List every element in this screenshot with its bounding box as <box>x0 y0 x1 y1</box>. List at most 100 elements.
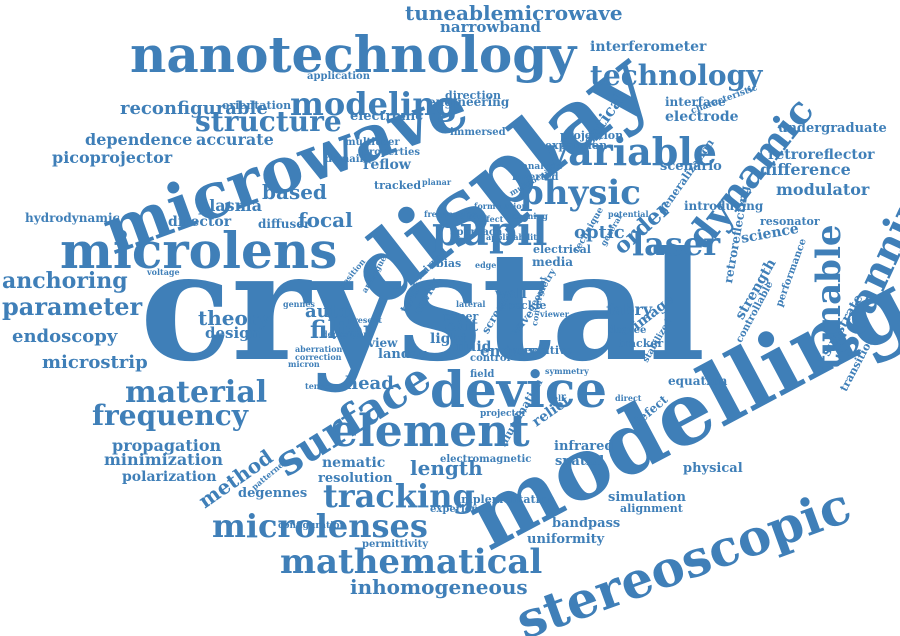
cloud-word-engineering: engineering <box>428 95 510 109</box>
cloud-word-bandpass: bandpass <box>552 516 621 531</box>
cloud-word-correction: correction <box>295 352 342 362</box>
cloud-word-modeling: modeling <box>290 85 458 123</box>
cloud-word-symmetry: symmetry <box>545 366 589 376</box>
cloud-word-deposition: deposition <box>322 329 370 339</box>
cloud-word-tensor: tensor <box>305 381 334 391</box>
cloud-word-exit: exit <box>445 316 479 335</box>
cloud-word-colour: colour <box>454 211 483 221</box>
cloud-word-variable: variable <box>546 129 717 174</box>
cloud-word-element: element <box>330 406 530 457</box>
cloud-word-microstrip: microstrip <box>42 352 148 373</box>
cloud-word-introducing: introducing <box>684 199 764 213</box>
cloud-word-spatial: spatial <box>555 454 605 469</box>
cloud-word-theory: theory <box>198 306 271 330</box>
cloud-word-aberration: aberration <box>295 344 343 354</box>
cloud-word-potential: potential <box>608 209 649 219</box>
cloud-word-electrode: electrode <box>665 109 739 125</box>
cloud-word-frequency: frequency <box>92 399 249 432</box>
cloud-word-laser: laser <box>632 225 721 263</box>
cloud-word-modulator: modulator <box>776 180 870 199</box>
cloud-word-degennes: degennes <box>238 486 308 501</box>
cloud-word-tracking: tracking <box>323 477 475 515</box>
cloud-word-structure: structure <box>195 105 342 138</box>
cloud-word-viewer: viewer <box>540 309 569 319</box>
cloud-word-application: application <box>307 71 370 82</box>
cloud-word-field: field <box>470 369 495 380</box>
cloud-word-reconfigurable: reconfigurable <box>120 98 268 119</box>
cloud-word-simulation: simulation <box>608 490 686 505</box>
cloud-word-filter: filter <box>310 315 376 344</box>
cloud-word-learning: learning <box>510 211 548 221</box>
cloud-word-pupil: pupil <box>432 208 548 255</box>
cloud-word-design: design <box>205 324 261 342</box>
cloud-word-tracker: tracker <box>618 337 664 350</box>
cloud-word-present: present <box>348 315 383 325</box>
cloud-word-frequencies: frequencies <box>424 209 477 219</box>
cloud-word-planar: planar <box>422 177 452 187</box>
cloud-word-cell: cell <box>548 393 565 403</box>
cloud-word-retroreflector: retroreflector <box>768 147 875 163</box>
cloud-word-domain: domain <box>325 154 367 165</box>
cloud-word-equation: equation <box>668 374 728 388</box>
cloud-word-microlens: microlens <box>60 221 338 280</box>
cloud-word-material: material <box>125 375 268 410</box>
cloud-word-speckle: speckle <box>500 299 547 312</box>
cloud-word-endoscopy: endoscopy <box>12 326 118 347</box>
cloud-word-auto: auto <box>305 301 351 322</box>
cloud-word-scenario: scenario <box>660 159 722 174</box>
cloud-word-anchoring: anchoring <box>2 268 128 294</box>
cloud-word-crystal: crystal <box>140 219 706 395</box>
cloud-word-approach: approach <box>450 227 503 238</box>
cloud-word-landau: landau <box>378 347 428 362</box>
cloud-word-mathematical: mathematical <box>280 542 543 582</box>
cloud-word-insensitive: insensitive <box>506 344 573 357</box>
cloud-word-focal: focal <box>298 208 353 232</box>
cloud-word-hydrodynamic: hydrodynamic <box>25 211 120 225</box>
cloud-word-plasma: plasma <box>198 196 262 215</box>
cloud-word-parameter: parameter <box>2 292 143 321</box>
cloud-word-head: head <box>345 373 394 394</box>
cloud-word-infrared: infrared <box>554 439 614 454</box>
cloud-word-projector: projector <box>480 409 527 419</box>
cloud-word-minimization: minimization <box>104 450 223 469</box>
cloud-word-degree: degree <box>608 325 647 336</box>
cloud-word-tuneablemicrowave: tuneablemicrowave <box>405 1 623 25</box>
cloud-word-control: control <box>470 353 511 364</box>
cloud-word-physic: physic <box>520 173 642 213</box>
cloud-word-dependence: dependence <box>85 130 193 149</box>
cloud-word-micron: micron <box>288 359 320 369</box>
cloud-word-narrowband: narrowband <box>440 18 541 36</box>
cloud-word-inverted: inverted <box>512 172 559 183</box>
cloud-word-lateral: lateral <box>456 299 486 309</box>
cloud-word-properties: properties <box>362 147 420 158</box>
cloud-word-reflow: reflow <box>363 157 411 173</box>
cloud-word-technology: technology <box>590 59 763 92</box>
cloud-word-length: length <box>410 456 483 480</box>
cloud-word-diffuser: diffuser <box>258 217 311 231</box>
cloud-word-direct: direct <box>615 393 642 403</box>
cloud-word-optic: optic <box>574 222 625 243</box>
cloud-word-fabry: fabry <box>606 300 653 319</box>
cloud-word-energy: energy <box>480 342 538 360</box>
cloud-word-uniformity: uniformity <box>527 532 605 547</box>
cloud-word-nanotechnology: nanotechnology <box>130 25 577 84</box>
cloud-word-gennes: gennes <box>283 299 315 309</box>
cloud-word-microlenses: microlenses <box>212 507 428 545</box>
cloud-word-experience: experience <box>430 504 491 515</box>
cloud-word-accurate: accurate <box>196 130 274 149</box>
cloud-word-direction: direction <box>445 89 501 102</box>
cloud-word-interface: interface <box>665 95 726 109</box>
cloud-word-edge: edge <box>475 260 497 270</box>
cloud-word-paper: paper <box>443 310 479 323</box>
cloud-word-electromagnetic: electromagnetic <box>440 454 532 465</box>
cloud-word-based: based <box>262 180 327 204</box>
cloud-word-picoprojector: picoprojector <box>52 148 173 167</box>
cloud-word-projection: projection <box>560 129 624 142</box>
cloud-word-media: media <box>532 255 574 269</box>
cloud-word-implementation: implementation <box>457 493 556 506</box>
cloud-word-difference: difference <box>760 160 851 179</box>
cloud-word-wall: wall <box>495 286 527 302</box>
cloud-word-interferometer: interferometer <box>590 39 707 55</box>
cloud-word-nematic: nematic <box>322 455 386 471</box>
